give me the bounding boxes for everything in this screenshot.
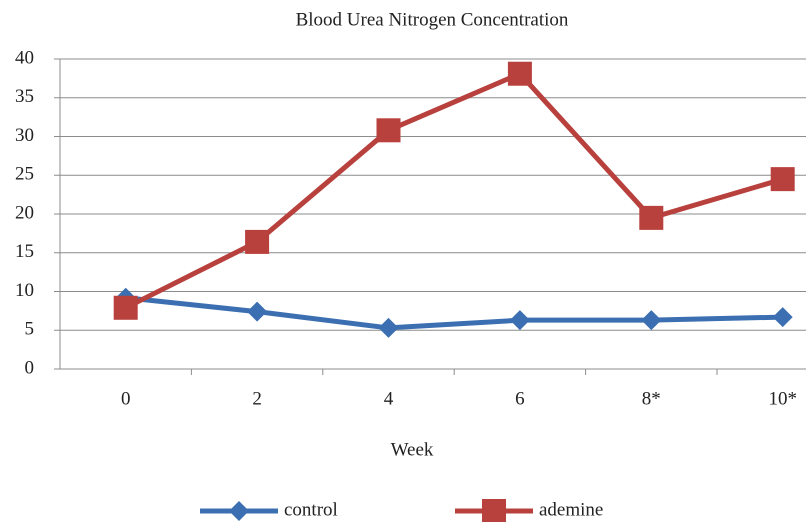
x-tick-label: 6	[515, 388, 525, 409]
marker	[245, 229, 270, 254]
marker	[772, 307, 793, 328]
y-tick-label: 40	[15, 47, 34, 68]
marker	[247, 301, 268, 322]
marker	[509, 310, 530, 331]
marker	[482, 499, 506, 522]
x-tick-label: 4	[384, 388, 394, 409]
legend-label: ademine	[539, 499, 603, 520]
y-tick-label: 15	[15, 241, 34, 262]
y-tick-label: 20	[15, 202, 34, 223]
y-tick-label: 5	[25, 319, 35, 340]
marker	[507, 61, 532, 86]
series-line	[125, 295, 783, 331]
x-tick-label: 8*	[642, 388, 661, 409]
marker	[376, 118, 401, 143]
chart-title: Blood Urea Nitrogen Concentration	[296, 9, 569, 30]
x-tick-label: 10*	[768, 388, 797, 409]
marker	[641, 310, 662, 331]
x-tick-label: 0	[121, 388, 131, 409]
marker	[113, 295, 138, 320]
y-tick-label: 0	[25, 357, 35, 378]
legend-label: control	[284, 499, 338, 520]
y-tick-label: 10	[15, 280, 34, 301]
y-tick-label: 35	[15, 86, 34, 107]
marker	[770, 167, 795, 192]
marker	[378, 317, 399, 338]
marker	[639, 205, 664, 230]
y-tick-label: 25	[15, 164, 34, 185]
series-line	[124, 71, 784, 311]
x-axis-label: Week	[391, 439, 434, 460]
y-tick-label: 30	[15, 125, 34, 146]
x-tick-label: 2	[252, 388, 262, 409]
marker	[229, 501, 249, 521]
